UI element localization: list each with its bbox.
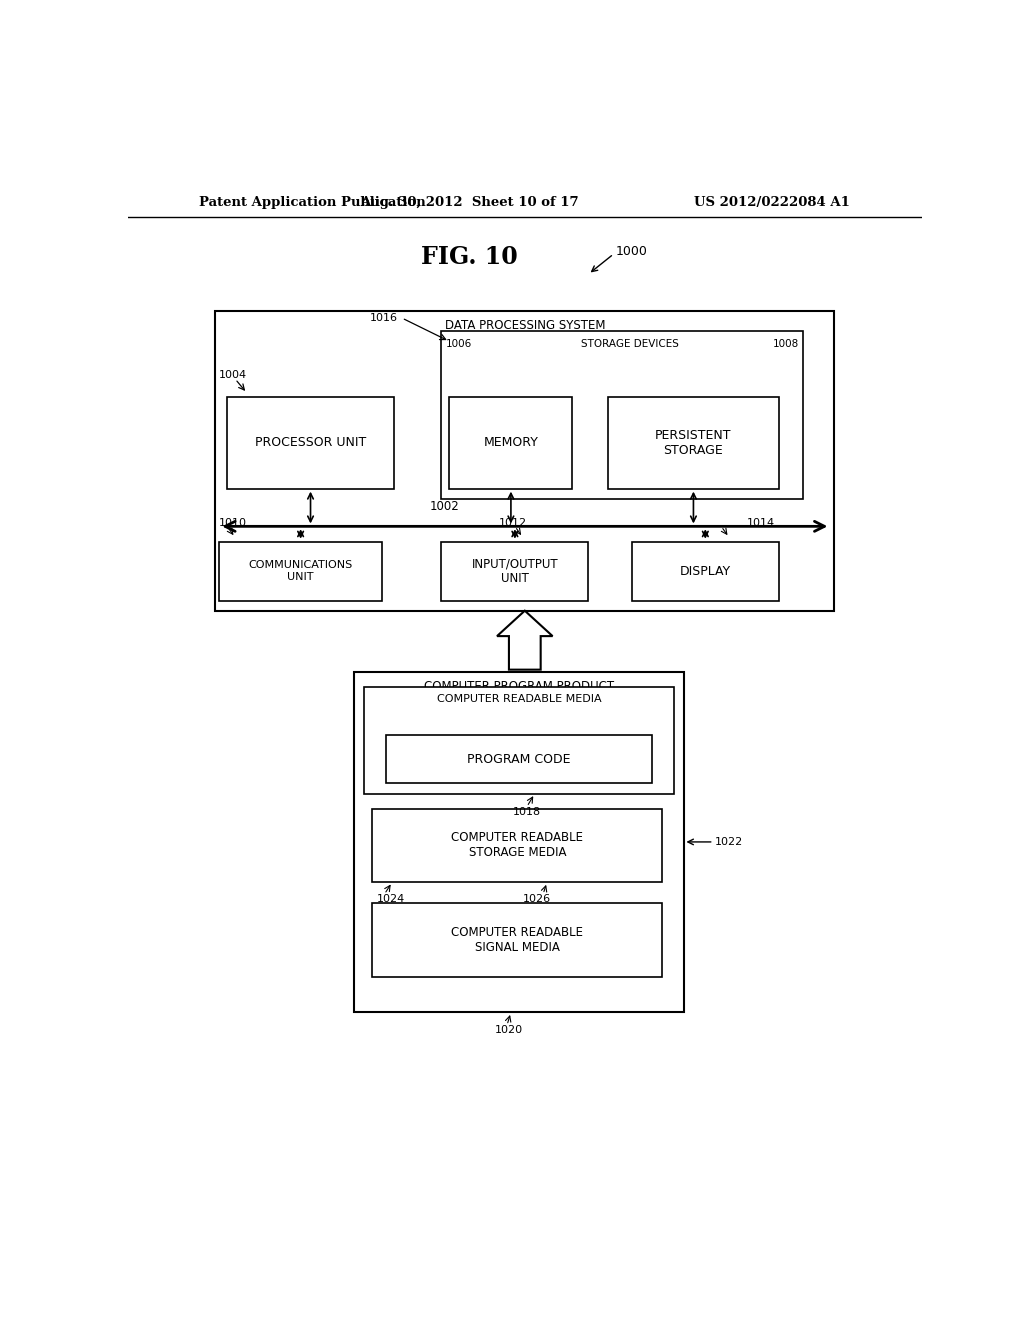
FancyBboxPatch shape xyxy=(219,541,382,601)
FancyBboxPatch shape xyxy=(227,397,394,488)
Text: COMPUTER PROGRAM PRODUCT: COMPUTER PROGRAM PRODUCT xyxy=(424,680,614,693)
Text: COMMUNICATIONS
UNIT: COMMUNICATIONS UNIT xyxy=(249,560,352,582)
FancyBboxPatch shape xyxy=(450,397,572,488)
Text: 1002: 1002 xyxy=(430,499,460,512)
Text: 1008: 1008 xyxy=(772,339,799,350)
FancyBboxPatch shape xyxy=(215,312,835,611)
Text: INPUT/OUTPUT
UNIT: INPUT/OUTPUT UNIT xyxy=(472,557,558,585)
Text: 1024: 1024 xyxy=(377,895,404,904)
Text: PROGRAM CODE: PROGRAM CODE xyxy=(467,752,570,766)
FancyBboxPatch shape xyxy=(632,541,779,601)
Text: 1018: 1018 xyxy=(513,807,541,817)
FancyBboxPatch shape xyxy=(373,809,663,882)
Text: US 2012/0222084 A1: US 2012/0222084 A1 xyxy=(694,195,850,209)
Text: DATA PROCESSING SYSTEM: DATA PROCESSING SYSTEM xyxy=(444,319,605,333)
FancyBboxPatch shape xyxy=(386,735,652,784)
Text: 1000: 1000 xyxy=(616,246,648,259)
FancyBboxPatch shape xyxy=(608,397,778,488)
Text: STORAGE DEVICES: STORAGE DEVICES xyxy=(581,339,679,350)
Text: 1020: 1020 xyxy=(495,1026,523,1035)
Polygon shape xyxy=(497,611,553,669)
Text: Aug. 30, 2012  Sheet 10 of 17: Aug. 30, 2012 Sheet 10 of 17 xyxy=(359,195,579,209)
FancyBboxPatch shape xyxy=(441,331,803,499)
Text: COMPUTER READABLE
SIGNAL MEDIA: COMPUTER READABLE SIGNAL MEDIA xyxy=(452,927,584,954)
Text: 1004: 1004 xyxy=(219,370,248,380)
FancyBboxPatch shape xyxy=(373,903,663,977)
Text: DISPLAY: DISPLAY xyxy=(680,565,731,578)
Text: 1016: 1016 xyxy=(370,313,397,323)
FancyBboxPatch shape xyxy=(354,672,684,1012)
Text: PROCESSOR UNIT: PROCESSOR UNIT xyxy=(255,437,367,450)
Text: 1026: 1026 xyxy=(523,895,551,904)
Text: 1006: 1006 xyxy=(445,339,472,350)
Text: 1014: 1014 xyxy=(746,519,775,528)
FancyBboxPatch shape xyxy=(365,686,674,793)
Text: COMPUTER READABLE MEDIA: COMPUTER READABLE MEDIA xyxy=(437,694,601,704)
Text: PERSISTENT
STORAGE: PERSISTENT STORAGE xyxy=(655,429,732,457)
FancyBboxPatch shape xyxy=(441,541,588,601)
Text: FIG. 10: FIG. 10 xyxy=(421,246,517,269)
Text: 1022: 1022 xyxy=(715,837,743,847)
Text: Patent Application Publication: Patent Application Publication xyxy=(200,195,426,209)
Text: 1012: 1012 xyxy=(499,519,527,528)
Text: 1010: 1010 xyxy=(219,519,247,528)
Text: MEMORY: MEMORY xyxy=(483,437,539,450)
Text: COMPUTER READABLE
STORAGE MEDIA: COMPUTER READABLE STORAGE MEDIA xyxy=(452,832,584,859)
